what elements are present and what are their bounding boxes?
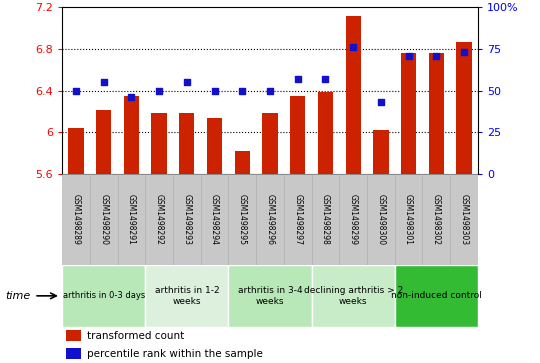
Text: GSM1498294: GSM1498294 [210, 194, 219, 245]
Text: GSM1498292: GSM1498292 [154, 194, 164, 245]
Text: GSM1498291: GSM1498291 [127, 194, 136, 245]
Text: GSM1498302: GSM1498302 [432, 194, 441, 245]
Point [321, 76, 330, 82]
Bar [62, 265, 145, 327]
Bar [96, 110, 111, 174]
Bar [62, 174, 90, 265]
Point [99, 79, 108, 85]
Bar [256, 174, 284, 265]
Bar [395, 174, 422, 265]
Bar [401, 53, 416, 174]
Bar [179, 113, 194, 174]
Bar [124, 96, 139, 174]
Text: GSM1498295: GSM1498295 [238, 194, 247, 245]
Point [266, 88, 274, 94]
Bar [235, 151, 250, 174]
Text: transformed count: transformed count [87, 331, 184, 341]
Point [238, 88, 247, 94]
Bar [373, 130, 388, 174]
Bar [66, 330, 81, 341]
Bar [312, 174, 339, 265]
Text: arthritis in 3-4
weeks: arthritis in 3-4 weeks [238, 286, 302, 306]
Bar [284, 174, 312, 265]
Text: GSM1498289: GSM1498289 [71, 194, 80, 245]
Text: declining arthritis > 2
weeks: declining arthritis > 2 weeks [303, 286, 403, 306]
Text: arthritis in 1-2
weeks: arthritis in 1-2 weeks [154, 286, 219, 306]
Bar [450, 174, 478, 265]
Text: GSM1498301: GSM1498301 [404, 194, 413, 245]
Bar [312, 265, 395, 327]
Bar [207, 118, 222, 174]
Text: GSM1498290: GSM1498290 [99, 194, 108, 245]
Text: GSM1498303: GSM1498303 [460, 194, 469, 245]
Bar [228, 265, 312, 327]
Bar [66, 348, 81, 359]
Bar [118, 174, 145, 265]
Point [183, 79, 191, 85]
Bar [201, 174, 228, 265]
Text: time: time [5, 291, 31, 301]
Text: GSM1498296: GSM1498296 [266, 194, 274, 245]
Bar [262, 113, 278, 174]
Bar [318, 92, 333, 174]
Point [155, 88, 164, 94]
Bar [456, 42, 471, 174]
Text: percentile rank within the sample: percentile rank within the sample [87, 349, 263, 359]
Text: GSM1498298: GSM1498298 [321, 194, 330, 245]
Bar [346, 16, 361, 174]
Bar [339, 174, 367, 265]
Point [210, 88, 219, 94]
Point [293, 76, 302, 82]
Bar [69, 128, 84, 174]
Point [404, 53, 413, 58]
Text: GSM1498299: GSM1498299 [349, 194, 357, 245]
Point [376, 99, 385, 105]
Bar [429, 53, 444, 174]
Point [72, 88, 80, 94]
Bar [173, 174, 201, 265]
Point [127, 94, 136, 100]
Text: GSM1498297: GSM1498297 [293, 194, 302, 245]
Point [349, 44, 357, 50]
Point [460, 49, 468, 55]
Point [432, 53, 441, 58]
Bar [152, 113, 167, 174]
Text: non-induced control: non-induced control [391, 291, 482, 300]
Bar [228, 174, 256, 265]
Bar [395, 265, 478, 327]
Text: GSM1498300: GSM1498300 [376, 194, 386, 245]
Text: GSM1498293: GSM1498293 [183, 194, 191, 245]
Bar [145, 174, 173, 265]
Bar [145, 265, 228, 327]
Text: arthritis in 0-3 days: arthritis in 0-3 days [63, 291, 145, 300]
Bar [290, 96, 305, 174]
Bar [422, 174, 450, 265]
Bar [367, 174, 395, 265]
Bar [90, 174, 118, 265]
